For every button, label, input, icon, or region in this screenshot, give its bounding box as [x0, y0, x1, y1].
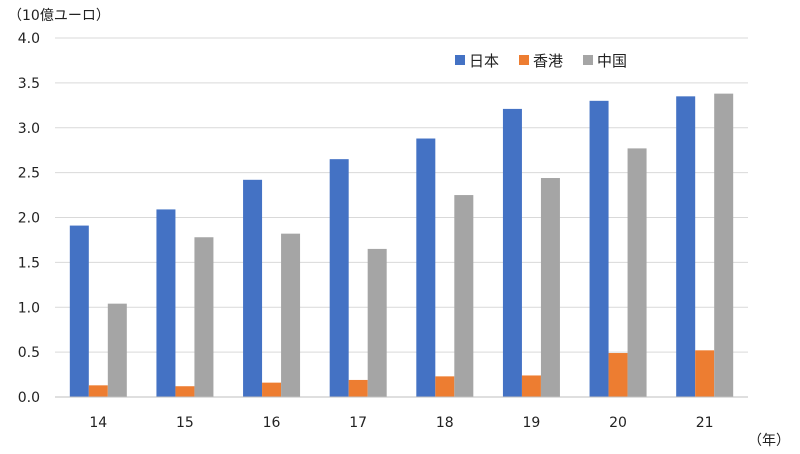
x-tick-label: 15: [176, 415, 194, 431]
bar-中国-20: [627, 148, 647, 397]
bar-中国-15: [194, 237, 214, 397]
bar-日本-15: [156, 209, 176, 397]
x-tick-label: 18: [436, 415, 454, 431]
legend-label: 中国: [597, 52, 627, 70]
bar-香港-20: [608, 353, 628, 397]
x-tick-label: 21: [696, 415, 714, 431]
bar-香港-21: [695, 350, 715, 397]
bar-中国-17: [367, 248, 387, 397]
y-tick-label: 2.0: [18, 211, 40, 227]
bar-香港-18: [435, 376, 455, 397]
bar-日本-19: [502, 108, 522, 397]
x-axis-ticks: 14 15 16 17 18 19 20 21: [89, 415, 713, 431]
legend-label: 日本: [469, 52, 499, 70]
legend-swatch: [455, 55, 465, 65]
bar-香港-14: [88, 385, 108, 397]
x-tick-label: 19: [523, 415, 541, 431]
bar-香港-15: [175, 386, 195, 397]
y-tick-label: 3.5: [18, 76, 40, 92]
bar-日本-16: [243, 179, 263, 397]
y-unit-label: （10億ユーロ）: [8, 8, 110, 24]
x-tick-label: 17: [349, 415, 367, 431]
x-unit-label: （年）: [748, 433, 790, 449]
bar-中国-18: [454, 195, 474, 397]
bar-日本-20: [589, 100, 609, 397]
y-tick-label: 3.0: [18, 121, 40, 137]
y-tick-label: 4.0: [18, 31, 40, 47]
bar-日本-17: [329, 159, 349, 397]
bar-香港-17: [348, 379, 368, 397]
legend-swatch: [519, 55, 529, 65]
bar-日本-21: [676, 96, 696, 398]
bar-香港-16: [262, 382, 282, 397]
legend: 日本 香港 中国: [455, 52, 627, 70]
y-tick-label: 2.5: [18, 166, 40, 182]
y-tick-label: 1.5: [18, 255, 40, 271]
bars: [69, 93, 734, 398]
y-tick-label: 0.0: [18, 390, 40, 406]
bar-日本-14: [69, 225, 89, 397]
x-tick-label: 20: [609, 415, 627, 431]
bar-中国-21: [714, 93, 734, 398]
bar-香港-19: [521, 375, 541, 397]
legend-label: 香港: [533, 52, 563, 70]
y-tick-label: 1.0: [18, 300, 40, 316]
x-tick-label: 14: [89, 415, 107, 431]
y-axis-ticks: 0.0 0.5 1.0 1.5 2.0 2.5 3.0 3.5 4.0: [18, 31, 40, 406]
bar-日本-18: [416, 138, 436, 397]
legend-swatch: [583, 55, 593, 65]
bar-中国-19: [540, 178, 560, 397]
bar-中国-16: [281, 233, 301, 397]
bar-中国-14: [107, 303, 127, 397]
x-tick-label: 16: [263, 415, 281, 431]
y-tick-label: 0.5: [18, 345, 40, 361]
